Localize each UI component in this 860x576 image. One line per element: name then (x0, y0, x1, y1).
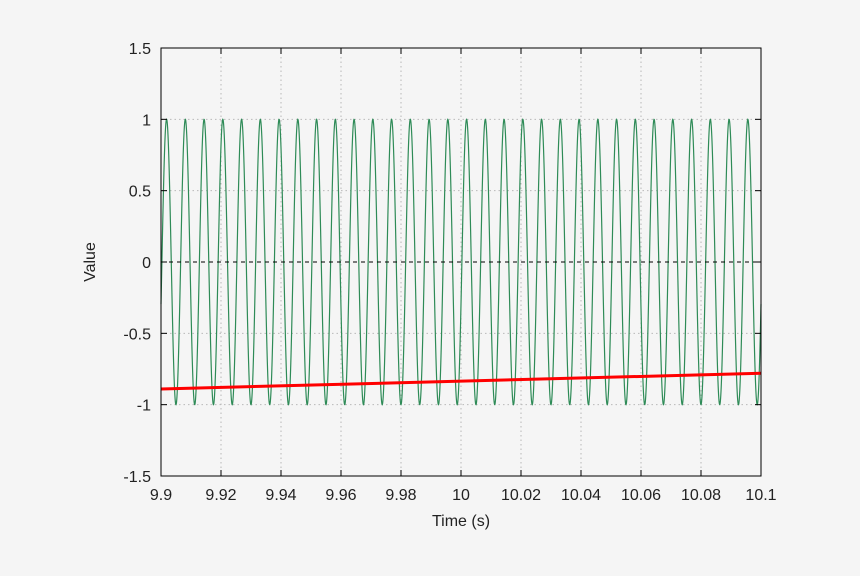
y-tick-label: 0 (142, 255, 151, 272)
y-axis-label: Value (82, 242, 99, 282)
y-tick-label: -1 (137, 398, 151, 415)
x-tick-label: 9.98 (385, 487, 416, 504)
y-tick-label: 0.5 (129, 184, 151, 201)
x-tick-label: 10.08 (681, 487, 721, 504)
x-tick-label: 9.94 (265, 487, 296, 504)
sine-series-line (160, 118, 762, 406)
x-tick-label: 9.9 (150, 487, 172, 504)
label-layer: Time (s) Value (82, 242, 490, 530)
x-tick-label: 10.02 (501, 487, 541, 504)
x-tick-label: 10 (452, 487, 470, 504)
tick-layer: 9.9 9.92 9.94 9.96 9.98 10 10.02 10.04 10.06 10.0… (123, 41, 776, 504)
y-tick-label: 1.5 (129, 41, 151, 58)
series-layer (160, 118, 762, 406)
x-tick-label: 9.96 (325, 487, 356, 504)
y-tick-label: 1 (142, 112, 151, 129)
x-tick-label: 9.92 (205, 487, 236, 504)
trend-series-line (160, 371, 762, 391)
y-tick-label: -1.5 (123, 469, 151, 486)
x-axis-label: Time (s) (432, 513, 490, 530)
x-tick-label: 10.1 (745, 487, 776, 504)
x-tick-label: 10.06 (621, 487, 661, 504)
y-tick-label: -0.5 (123, 326, 151, 343)
x-tick-label: 10.04 (561, 487, 601, 504)
